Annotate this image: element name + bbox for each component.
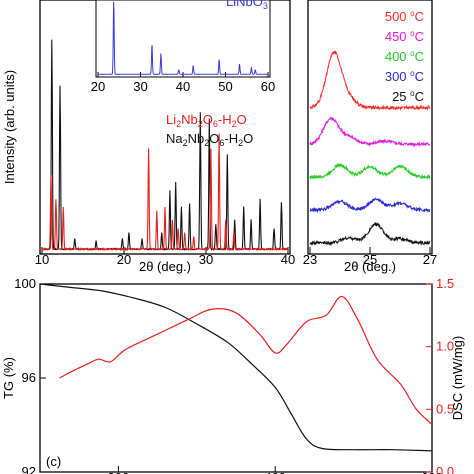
formula-text: O <box>203 112 213 127</box>
inset-tick-label: 20 <box>91 79 105 94</box>
degree-mark: o <box>410 9 415 18</box>
temperature-unit: C <box>415 49 424 64</box>
inset-label-linbo3: LiNbO3 <box>226 0 268 11</box>
xrd-temp-series-line <box>309 222 431 247</box>
inset-series <box>98 1 268 75</box>
inset-label-text: LiNbO <box>226 0 263 9</box>
temperature-unit: C <box>415 9 424 24</box>
xrd-main-tick-label: 20 <box>117 252 131 267</box>
inset-x-ticks: 20 30 40 50 60 <box>91 72 275 94</box>
temperature-value: 25 <box>392 89 410 104</box>
formula-subscript: 2 <box>176 119 181 129</box>
inset-tick-label: 50 <box>218 79 232 94</box>
temperature-value: 450 <box>385 29 410 44</box>
formula-text: Nb <box>188 131 205 146</box>
degree-mark: o <box>410 89 415 98</box>
temperature-legend-entry: 400 oC <box>385 49 424 64</box>
xrd-main-series <box>41 39 289 252</box>
degree-mark: o <box>410 29 415 38</box>
dsc-curve <box>59 295 433 425</box>
tg-dsc-series <box>39 283 433 452</box>
dsc-y-tick-label: 0.5 <box>436 401 454 416</box>
dsc-y-tick-label: 0.0 <box>436 464 454 474</box>
tg-y-tick-label: 96 <box>22 370 36 385</box>
temperature-unit: C <box>415 69 424 84</box>
xrd-main-x-ticks: 10 20 30 40 <box>35 247 295 267</box>
inset-tick-label: 40 <box>176 79 190 94</box>
tg-x-tick-label: 400 <box>264 470 286 474</box>
formula-subscript: 6 <box>219 138 224 148</box>
tg-y-tick-label: 92 <box>22 464 36 474</box>
xrd-main-frame <box>39 0 291 255</box>
xrd-temp-x-ticks: 23 25 27 <box>303 247 437 267</box>
dsc-y-tick-label: 1.0 <box>436 339 454 354</box>
xrd-temp-tick-label: 25 <box>363 252 377 267</box>
xrd-main-x-label: 2θ (deg.) <box>139 259 191 274</box>
xrd-temp-series-line <box>309 197 431 214</box>
xrd-main-y-label: Intensity (arb. units) <box>2 70 17 184</box>
temperature-legend-entry: 500 oC <box>385 9 424 24</box>
formula-text: Li <box>166 112 176 127</box>
inset-frame <box>95 0 271 78</box>
formula-text: Na <box>166 131 183 146</box>
dsc-y-tick-label: 1.5 <box>436 276 454 291</box>
temperature-legend-entry: 25 oC <box>392 89 424 104</box>
temperature-legend-entry: 450 oC <box>385 29 424 44</box>
formula-subscript: 2 <box>198 119 203 129</box>
formula-text: O <box>209 131 219 146</box>
temperature-unit: C <box>415 29 424 44</box>
formula-subscript: 2 <box>232 119 237 129</box>
dsc-y-label: DSC (mW/mg) <box>450 336 465 421</box>
xrd-temp-series-line <box>309 50 431 112</box>
xrd-main-tick-label: 40 <box>281 252 295 267</box>
xrd-temp-x-label: 2θ (deg.) <box>344 259 396 274</box>
formula-text: -H <box>224 131 238 146</box>
xrd-temp-series <box>309 50 431 247</box>
formula-subscript: 2 <box>183 138 188 148</box>
degree-mark: o <box>410 69 415 78</box>
temperature-legend-entry: 300 oC <box>385 69 424 84</box>
xrd-main-tick-label: 10 <box>35 252 49 267</box>
tg-y-tick-label: 100 <box>14 276 36 291</box>
formula-text: -H <box>218 112 232 127</box>
xrd-temp-series-line <box>309 116 431 148</box>
legend-li2nb2o6-h2o: Li2Nb2O6-H2O <box>166 112 247 129</box>
xrd-main-tick-label: 30 <box>199 252 213 267</box>
formula-subscript: 2 <box>204 138 209 148</box>
inset-tick-label: 60 <box>261 79 275 94</box>
temperature-value: 500 <box>385 9 410 24</box>
xrd-temp-frame <box>307 0 433 255</box>
inset-label-subscript: 3 <box>263 1 268 11</box>
inset-tick-label: 30 <box>133 79 147 94</box>
temperature-value: 300 <box>385 69 410 84</box>
xrd-temp-tick-label: 23 <box>303 252 317 267</box>
formula-subscript: 6 <box>213 119 218 129</box>
temperature-value: 400 <box>385 49 410 64</box>
inset-series-line <box>98 1 268 75</box>
temperature-unit: C <box>415 89 424 104</box>
tg-curve <box>39 283 433 452</box>
degree-mark: o <box>410 49 415 58</box>
formula-text: O <box>237 112 247 127</box>
formula-subscript: 2 <box>238 138 243 148</box>
formula-text: O <box>243 131 253 146</box>
xrd-temp-tick-label: 27 <box>423 252 437 267</box>
xrd-main-series-line <box>41 133 289 252</box>
panel-label-c: (c) <box>46 454 61 469</box>
tg-y-label: TG (%) <box>1 357 16 399</box>
legend-na2nb2o6-h2o: Na2Nb2O6-H2O <box>166 131 253 148</box>
formula-text: Nb <box>181 112 198 127</box>
xrd-temp-series-line <box>309 162 431 180</box>
tg-dsc-ticks: 20040060092961000.00.51.01.5 <box>14 276 454 474</box>
tg-x-tick-label: 200 <box>108 470 130 474</box>
